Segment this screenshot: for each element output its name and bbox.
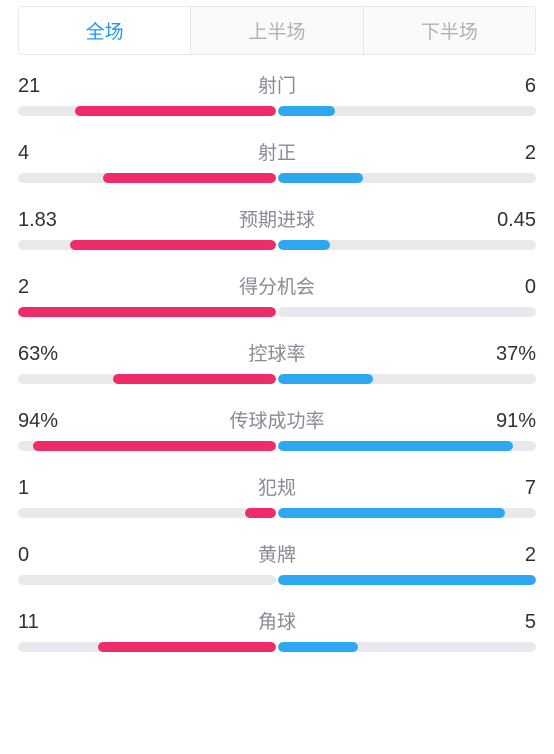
stat-bar bbox=[18, 642, 536, 652]
stat-bar-left-fill bbox=[98, 642, 276, 652]
stat-bar-left-fill bbox=[70, 240, 276, 250]
stat-bar-right-track bbox=[278, 508, 536, 518]
stat-left-value: 0 bbox=[18, 544, 68, 567]
stat-bar-left-fill bbox=[103, 173, 276, 183]
stat-bar-right-track bbox=[278, 173, 536, 183]
stat-row: 21射门6 bbox=[18, 71, 536, 116]
stat-right-value: 91% bbox=[486, 410, 536, 433]
stat-bar-left-fill bbox=[18, 307, 276, 317]
tab-1[interactable]: 上半场 bbox=[190, 7, 362, 54]
stat-bar-left-track bbox=[18, 307, 276, 317]
stat-right-value: 6 bbox=[486, 75, 536, 98]
stat-label: 传球成功率 bbox=[68, 406, 486, 433]
stat-bar-right-fill bbox=[278, 508, 505, 518]
stat-right-value: 37% bbox=[486, 343, 536, 366]
stat-bar-left-track bbox=[18, 240, 276, 250]
stat-label: 预期进球 bbox=[68, 205, 486, 232]
stat-bar bbox=[18, 240, 536, 250]
stat-bar-right-fill bbox=[278, 173, 363, 183]
stat-bar-right-track bbox=[278, 441, 536, 451]
stat-bar-left-track bbox=[18, 642, 276, 652]
stat-label: 黄牌 bbox=[68, 540, 486, 567]
stat-label: 射门 bbox=[68, 71, 486, 98]
stat-bar-right-fill bbox=[278, 374, 373, 384]
stat-bar-left-fill bbox=[245, 508, 276, 518]
stat-left-value: 1 bbox=[18, 477, 68, 500]
stat-label: 控球率 bbox=[68, 339, 486, 366]
stat-left-value: 2 bbox=[18, 276, 68, 299]
stat-left-value: 21 bbox=[18, 75, 68, 98]
stat-bar-left-track bbox=[18, 575, 276, 585]
stat-bar-right-fill bbox=[278, 642, 358, 652]
period-tabs: 全场上半场下半场 bbox=[18, 6, 536, 55]
stat-bar-left-track bbox=[18, 106, 276, 116]
stat-bar bbox=[18, 106, 536, 116]
stat-bar bbox=[18, 575, 536, 585]
stat-left-value: 94% bbox=[18, 410, 68, 433]
stat-row: 1犯规7 bbox=[18, 473, 536, 518]
stat-right-value: 0.45 bbox=[486, 209, 536, 232]
stat-bar-left-track bbox=[18, 173, 276, 183]
stat-bar-left-fill bbox=[75, 106, 276, 116]
stat-row: 0黄牌2 bbox=[18, 540, 536, 585]
stat-bar bbox=[18, 307, 536, 317]
stat-bar bbox=[18, 441, 536, 451]
stat-right-value: 5 bbox=[486, 611, 536, 634]
stat-row: 63%控球率37% bbox=[18, 339, 536, 384]
stat-bar-right-track bbox=[278, 106, 536, 116]
stat-right-value: 7 bbox=[486, 477, 536, 500]
tab-2[interactable]: 下半场 bbox=[363, 7, 535, 54]
stat-bar-right-track bbox=[278, 307, 536, 317]
tab-0[interactable]: 全场 bbox=[19, 7, 190, 54]
stat-right-value: 2 bbox=[486, 544, 536, 567]
stat-bar-left-track bbox=[18, 441, 276, 451]
stat-bar-left-fill bbox=[33, 441, 276, 451]
stat-label: 犯规 bbox=[68, 473, 486, 500]
stat-bar-right-track bbox=[278, 642, 536, 652]
stat-left-value: 63% bbox=[18, 343, 68, 366]
stat-bar-right-fill bbox=[278, 575, 536, 585]
stat-bar-left-track bbox=[18, 374, 276, 384]
stat-bar bbox=[18, 173, 536, 183]
stat-right-value: 0 bbox=[486, 276, 536, 299]
stat-row: 1.83预期进球0.45 bbox=[18, 205, 536, 250]
stat-label: 角球 bbox=[68, 607, 486, 634]
stat-left-value: 4 bbox=[18, 142, 68, 165]
stat-bar-right-fill bbox=[278, 106, 335, 116]
stat-label: 得分机会 bbox=[68, 272, 486, 299]
stat-bar-right-track bbox=[278, 575, 536, 585]
stat-bar-left-track bbox=[18, 508, 276, 518]
stat-row: 4射正2 bbox=[18, 138, 536, 183]
stat-bar bbox=[18, 508, 536, 518]
stat-right-value: 2 bbox=[486, 142, 536, 165]
stat-row: 11角球5 bbox=[18, 607, 536, 652]
stat-label: 射正 bbox=[68, 138, 486, 165]
stat-bar-right-track bbox=[278, 374, 536, 384]
stat-bar bbox=[18, 374, 536, 384]
stat-bar-right-track bbox=[278, 240, 536, 250]
stat-row: 94%传球成功率91% bbox=[18, 406, 536, 451]
stat-bar-left-fill bbox=[113, 374, 276, 384]
stat-left-value: 1.83 bbox=[18, 209, 68, 232]
stat-bar-right-fill bbox=[278, 441, 513, 451]
stat-row: 2得分机会0 bbox=[18, 272, 536, 317]
stat-left-value: 11 bbox=[18, 611, 68, 634]
stat-bar-right-fill bbox=[278, 240, 330, 250]
stats-list: 21射门64射正21.83预期进球0.452得分机会063%控球率37%94%传… bbox=[0, 65, 554, 652]
